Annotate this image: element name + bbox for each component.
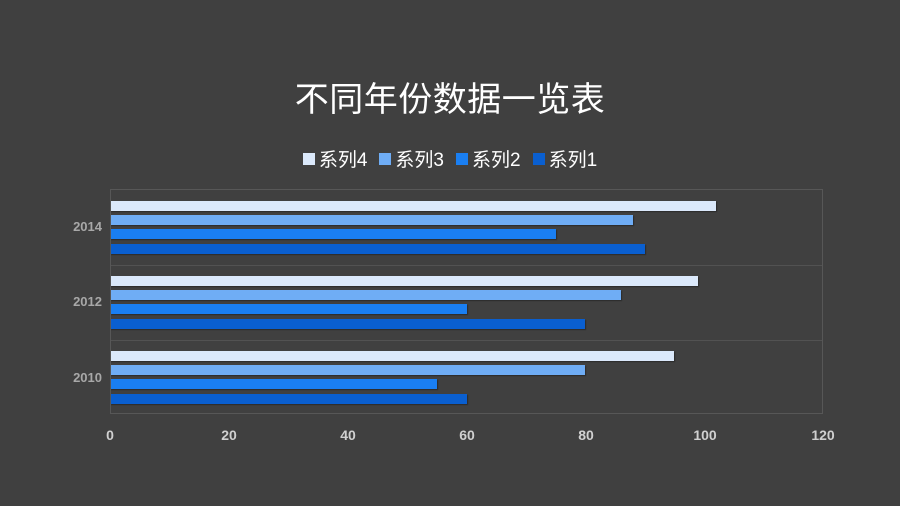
bar-2014-series3	[110, 215, 633, 225]
legend-label: 系列1	[548, 150, 598, 171]
legend-swatch-series3	[379, 152, 392, 165]
bar-2014-series1	[110, 244, 645, 254]
bar-2012-series1	[110, 319, 586, 329]
legend-item-series1: 系列1	[532, 145, 598, 172]
y-label-2010: 2010	[73, 370, 102, 385]
y-axis-line	[110, 189, 111, 414]
y-label-2014: 2014	[73, 219, 102, 234]
y-label-2012: 2012	[73, 294, 102, 309]
legend-swatch-series4	[302, 152, 315, 165]
x-tick-60: 60	[459, 427, 475, 443]
legend-label: 系列4	[318, 150, 368, 171]
chart-legend: 系列4 系列3 系列2 系列1	[0, 145, 900, 172]
group-separator	[110, 340, 822, 341]
x-tick-80: 80	[578, 427, 594, 443]
plot-area	[110, 189, 823, 414]
legend-item-series4: 系列4	[302, 145, 368, 172]
bar-2012-series4	[110, 276, 699, 286]
x-tick-40: 40	[340, 427, 356, 443]
x-tick-120: 120	[811, 427, 835, 443]
bar-2014-series4	[110, 201, 717, 211]
bar-2012-series3	[110, 290, 621, 300]
legend-label: 系列3	[395, 150, 444, 171]
legend-item-series2: 系列2	[456, 145, 521, 172]
bar-2010-series2	[110, 379, 437, 389]
x-tick-100: 100	[693, 427, 717, 443]
legend-swatch-series1	[532, 152, 545, 165]
legend-label: 系列2	[472, 150, 521, 171]
legend-swatch-series2	[456, 152, 468, 165]
bar-2014-series2	[110, 229, 556, 239]
chart-title: 不同年份数据一览表	[294, 81, 606, 119]
group-separator	[110, 265, 822, 266]
legend-item-series3: 系列3	[379, 145, 444, 172]
x-tick-20: 20	[221, 427, 237, 443]
x-tick-0: 0	[106, 427, 114, 443]
bar-2012-series2	[110, 304, 467, 314]
bar-2010-series4	[110, 351, 675, 361]
bar-2010-series3	[110, 365, 586, 375]
bar-2010-series1	[110, 394, 467, 404]
